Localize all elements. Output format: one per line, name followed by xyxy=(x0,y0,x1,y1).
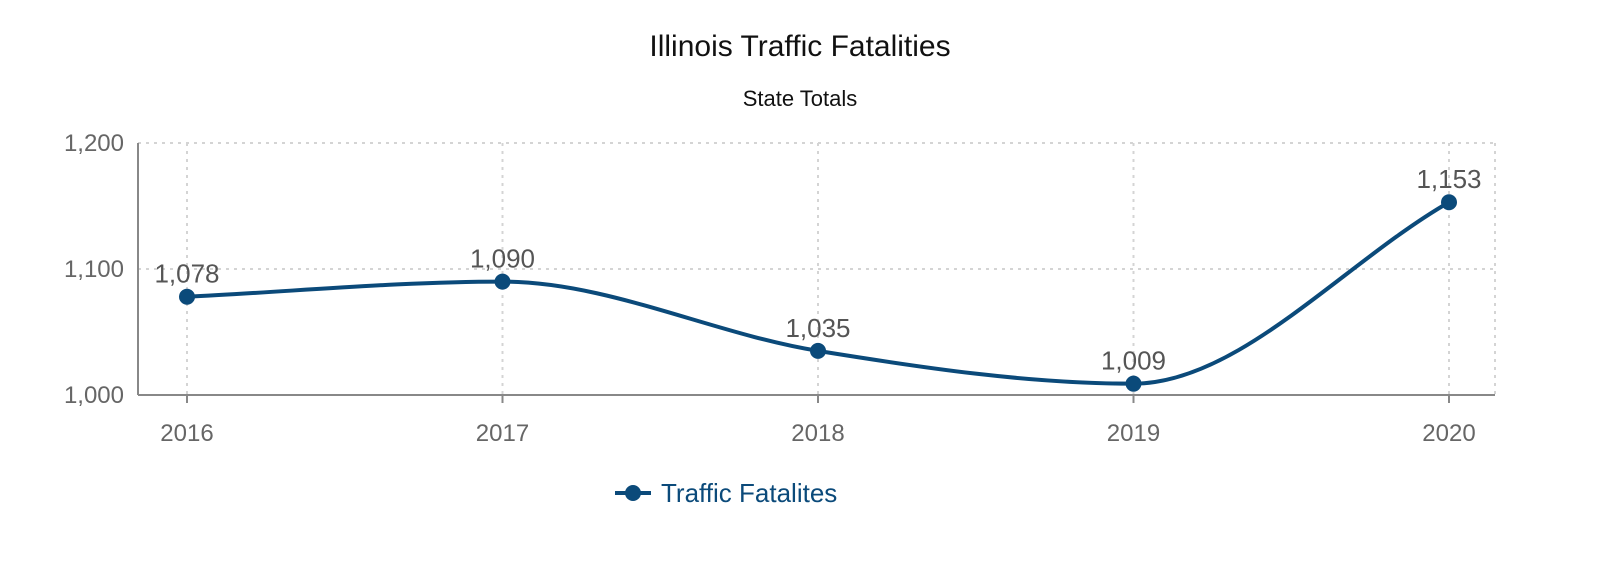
grid-layer xyxy=(138,142,1496,395)
y-tick-label: 1,000 xyxy=(64,382,124,409)
data-point[interactable] xyxy=(1441,194,1457,211)
legend[interactable]: Traffic Fatalites xyxy=(613,478,837,508)
x-tick-label: 2018 xyxy=(791,420,844,447)
data-label: 1,090 xyxy=(470,244,535,274)
x-tick-label: 2019 xyxy=(1107,420,1160,447)
data-point[interactable] xyxy=(1125,375,1142,392)
data-label: 1,153 xyxy=(1416,164,1481,194)
data-label: 1,035 xyxy=(785,313,850,343)
axis-layer: 1,000 1,100 1,200 2016 2017 2018 2019 2020 xyxy=(64,130,1495,447)
data-label: 1,009 xyxy=(1101,346,1166,376)
data-label: 1,078 xyxy=(154,259,219,289)
legend-series-marker xyxy=(613,478,653,508)
x-tick-label: 2020 xyxy=(1422,420,1475,447)
chart-title: Illinois Traffic Fatalities xyxy=(649,30,951,63)
data-point[interactable] xyxy=(810,342,826,359)
y-tick-label: 1,100 xyxy=(64,256,124,283)
x-tick-label: 2017 xyxy=(476,420,529,447)
x-tick-label: 2016 xyxy=(160,420,213,447)
y-tick-label: 1,200 xyxy=(64,130,124,157)
series-layer xyxy=(179,194,1457,392)
data-point[interactable] xyxy=(494,273,511,290)
data-point[interactable] xyxy=(179,288,195,305)
legend-series-label: Traffic Fatalites xyxy=(661,477,838,508)
chart-subtitle: State Totals xyxy=(742,86,858,111)
data-label-layer: 1,078 1,090 1,035 1,009 1,153 xyxy=(154,164,1481,375)
